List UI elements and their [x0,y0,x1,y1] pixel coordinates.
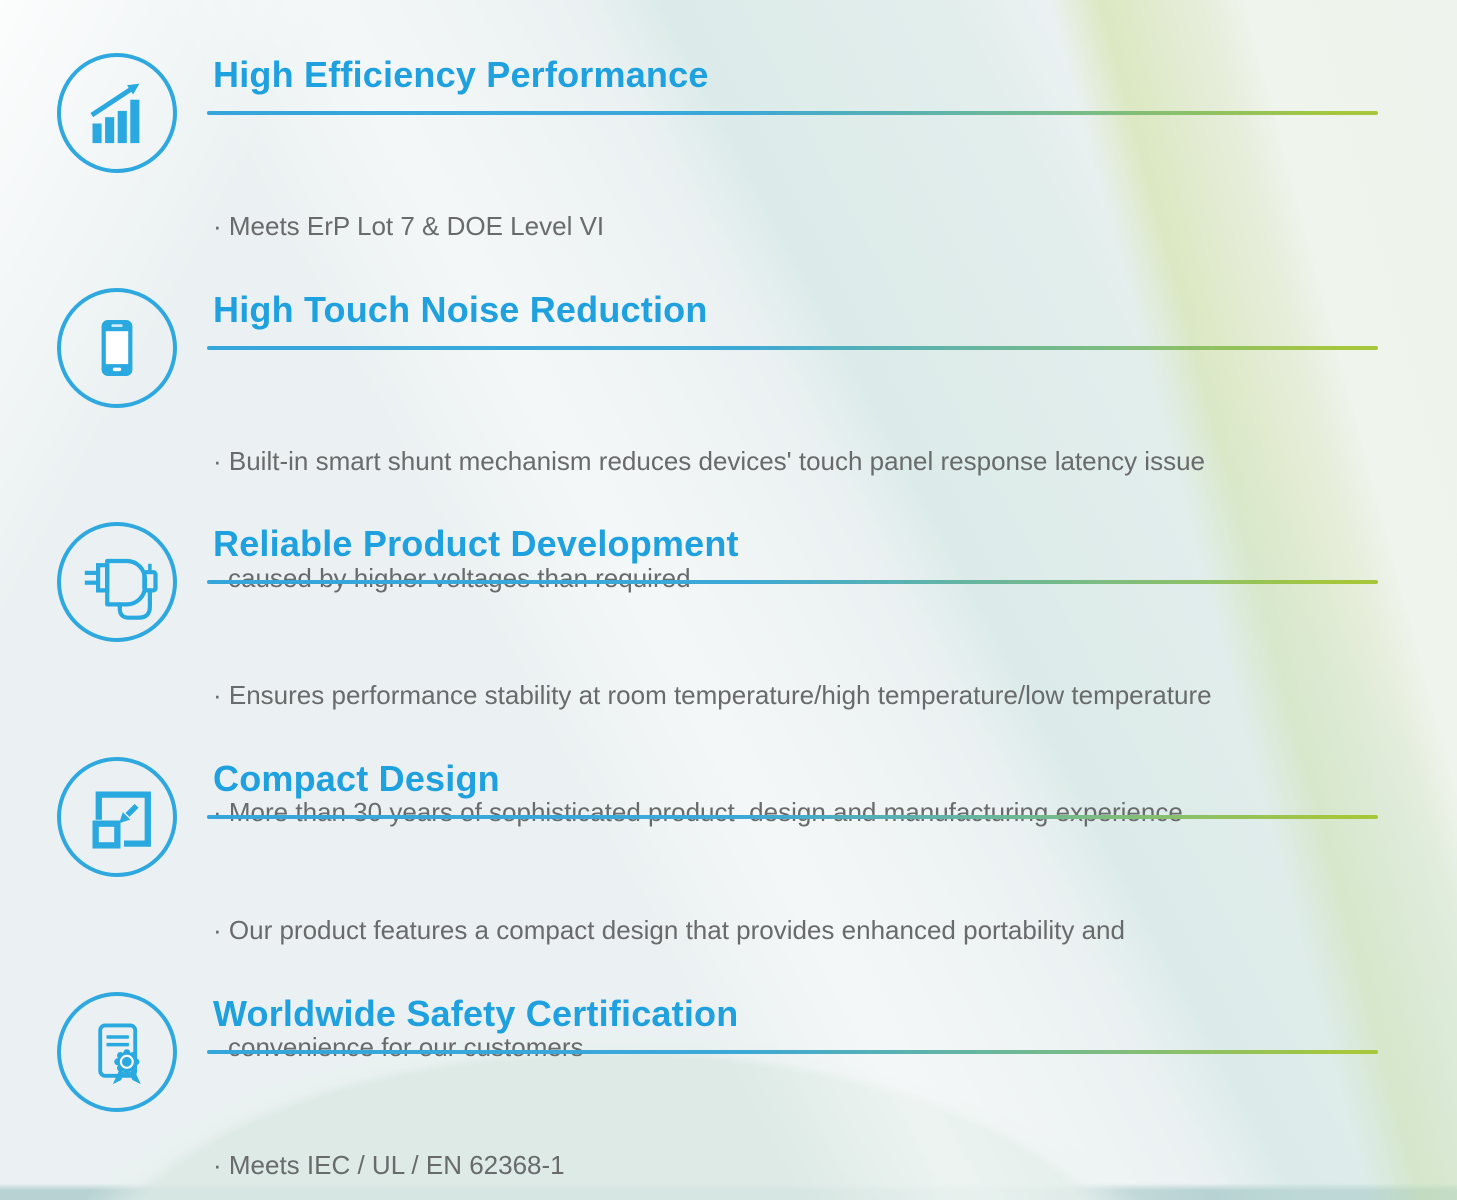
gradient-underline [207,111,1378,115]
bullet-line-continuation: convenience for our customers [228,1032,584,1062]
bullet-line: · Our product features a compact design … [213,915,1125,945]
certificate-icon [57,992,177,1112]
section-body: · Our product features a compact design … [213,833,1125,1145]
section-title: High Efficiency Performance [213,54,709,95]
section-body: · Meets IEC / UL / EN 62368-1 [213,1068,565,1200]
section-title: High Touch Noise Reduction [213,289,708,330]
section-title: Compact Design [213,758,500,799]
bullet-line: · Meets ErP Lot 7 & DOE Level VI [213,211,605,241]
compact-resize-icon [57,757,177,877]
smartphone-icon [57,288,177,408]
bar-chart-growth-icon [57,53,177,173]
feature-section-high-efficiency: High Efficiency Performance · Meets ErP … [0,53,1457,289]
feature-section-reliable-development: Reliable Product Development · Ensures p… [0,522,1457,827]
section-body: · Built-in smart shunt mechanism reduces… [213,364,1205,676]
section-body: · Meets ErP Lot 7 & DOE Level VI [213,129,604,324]
bullet-line: · Built-in smart shunt mechanism reduces… [213,446,1205,476]
gradient-underline [207,580,1378,584]
bullet-line: · Ensures performance stability at room … [213,680,1212,710]
feature-section-touch-noise: High Touch Noise Reduction · Built-in sm… [0,288,1457,593]
feature-section-safety-certification: Worldwide Safety Certification · Meets I… [0,992,1457,1200]
gradient-underline [207,815,1378,819]
bullet-line: · Meets IEC / UL / EN 62368-1 [213,1150,565,1180]
section-body: · Ensures performance stability at room … [213,598,1212,910]
section-title: Reliable Product Development [213,523,739,564]
gradient-underline [207,346,1378,350]
power-adapter-icon [57,522,177,642]
gradient-underline [207,1050,1378,1054]
section-title: Worldwide Safety Certification [213,993,739,1034]
bullet-line-continuation: caused by higher voltages than required [228,563,691,593]
bullet-line: · More than 30 years of sophisticated pr… [213,797,1183,827]
feature-section-compact-design: Compact Design · Our product features a … [0,757,1457,1062]
